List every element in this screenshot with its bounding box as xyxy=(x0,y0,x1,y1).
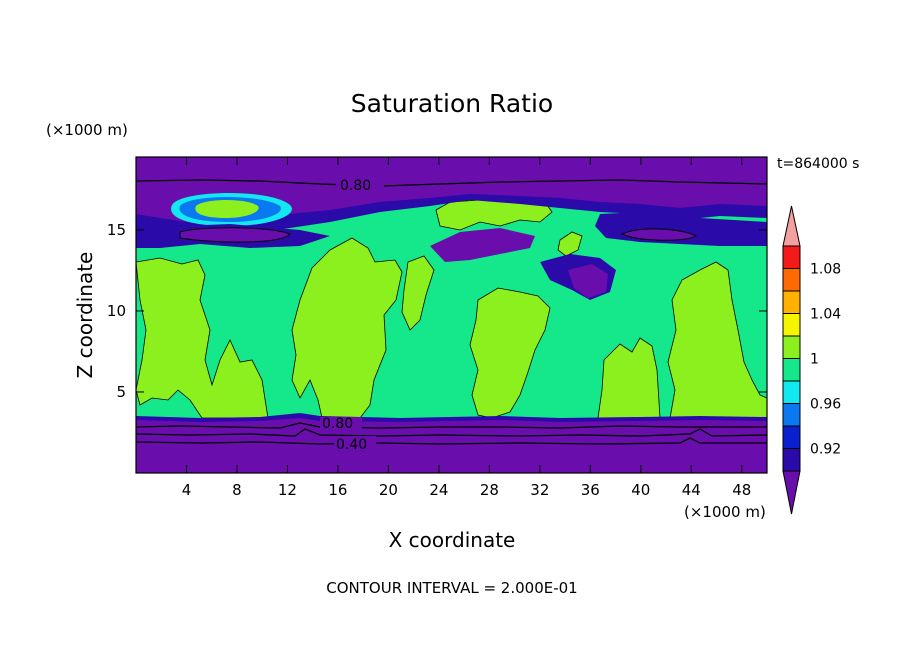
lower-dry-layer xyxy=(136,413,767,473)
plot-frame xyxy=(135,156,768,474)
plume-region xyxy=(597,337,661,419)
x-tick-label: 40 xyxy=(631,481,650,499)
plot-area: 0.80 0.80 0.40 4 8 12 16 20 24 28 32 36 40 44 48 51… xyxy=(107,156,768,499)
x-tick-label: 44 xyxy=(682,481,701,499)
x-tick-label: 8 xyxy=(232,481,242,499)
dry-tongue xyxy=(430,228,535,262)
x-tick-label: 32 xyxy=(530,481,549,499)
contour-interval-footer: CONTOUR INTERVAL = 2.000E-01 xyxy=(326,579,577,597)
dry-tongue xyxy=(620,228,698,241)
colorbar-swatch xyxy=(782,380,801,404)
plume-region xyxy=(135,257,269,419)
contour-label: 0.80 xyxy=(322,416,353,432)
x-tick-label: 28 xyxy=(480,481,499,499)
contour-080-lower xyxy=(135,422,767,429)
colorbar-swatch xyxy=(782,358,801,382)
colorbar: 0.92 0.96 1 1.04 1.08 xyxy=(782,205,841,515)
colorbar-tick-label: 0.92 xyxy=(810,442,841,458)
x-tick-label: 36 xyxy=(581,481,600,499)
colorbar-tick-label: 1 xyxy=(810,352,819,368)
dry-tongue xyxy=(568,264,608,298)
y-tick-label: 10 xyxy=(107,302,126,320)
x-axis-label: X coordinate xyxy=(389,528,516,552)
plume-region xyxy=(291,237,403,419)
y-axis-label: Z coordinate xyxy=(73,252,97,379)
x-tick-label: 20 xyxy=(379,481,398,499)
contour-label-bg xyxy=(334,436,376,450)
colorbar-swatch xyxy=(782,290,801,314)
colorbar-swatch xyxy=(782,245,801,269)
upper-layer-core xyxy=(136,157,767,224)
x-axis-ticks: 4 8 12 16 20 24 28 32 36 40 44 48 xyxy=(182,157,751,499)
cloud-top-core xyxy=(195,200,259,218)
contour-label: 0.80 xyxy=(340,178,371,194)
colorbar-swatch xyxy=(782,335,801,359)
colorbar-tick-label: 1.08 xyxy=(810,262,841,278)
y-tick-label: 15 xyxy=(107,221,126,239)
contour-label-bg xyxy=(320,417,362,429)
lower-layer-core xyxy=(136,418,767,473)
colorbar-swatch xyxy=(782,403,801,427)
colorbar-swatch xyxy=(782,425,801,449)
y-axis-ticks: 5 10 15 xyxy=(107,221,767,401)
contour-040-lower xyxy=(135,437,767,445)
plume-region xyxy=(557,231,583,257)
colorbar-tick-label: 0.96 xyxy=(810,397,841,413)
plume-region xyxy=(401,255,435,331)
x-unit-label: (×1000 m) xyxy=(684,503,766,521)
contour-060-lower xyxy=(135,428,768,437)
plume-region xyxy=(667,261,768,419)
y-unit-label: (×1000 m) xyxy=(46,121,128,139)
upper-dry-layer xyxy=(136,157,767,300)
y-tick-label: 5 xyxy=(116,383,126,401)
colorbar-swatch xyxy=(782,268,801,292)
contour-label: 0.40 xyxy=(336,437,367,453)
colorbar-swatch xyxy=(782,313,801,337)
contour-label-backgrounds xyxy=(320,176,384,450)
colorbar-tick-label: 1.04 xyxy=(810,307,841,323)
x-tick-label: 12 xyxy=(278,481,297,499)
plume-region xyxy=(469,287,551,419)
x-tick-label: 16 xyxy=(328,481,347,499)
contour-080-upper xyxy=(135,179,768,187)
contour-label-bg xyxy=(336,176,384,192)
x-tick-label: 48 xyxy=(732,481,751,499)
colorbar-upper-arrow xyxy=(782,205,801,247)
colorbar-swatch xyxy=(782,448,801,472)
x-tick-label: 4 xyxy=(182,481,192,499)
time-label: t=864000 s xyxy=(777,156,859,172)
colorbar-lower-arrow xyxy=(782,470,801,515)
contour-lines xyxy=(135,179,768,445)
chart-title: Saturation Ratio xyxy=(351,89,553,118)
x-tick-label: 24 xyxy=(429,481,448,499)
dry-pocket xyxy=(179,227,291,243)
